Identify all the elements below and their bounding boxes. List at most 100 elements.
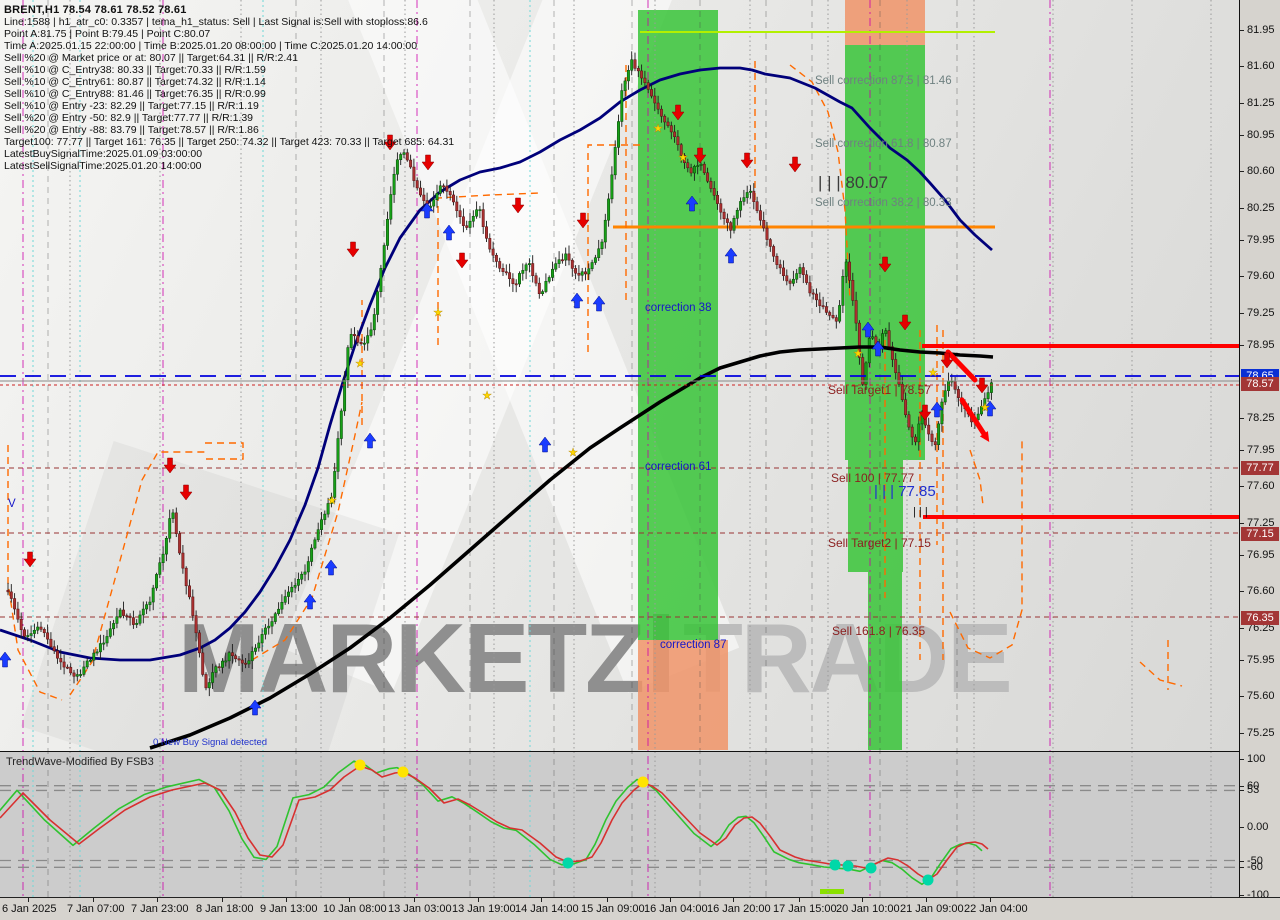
time-tick-label: 20 Jan 10:00 <box>836 903 900 915</box>
price-axis[interactable]: 81.95 81.60 81.25 80.95 80.60 80.25 79.95 79.60… <box>1240 0 1280 901</box>
signal-band-green <box>868 572 902 750</box>
time-tick-label: 17 Jan 15:00 <box>773 903 837 915</box>
buy-signal-arrow-icon <box>930 401 944 418</box>
candle-body <box>712 188 716 196</box>
candle-body <box>313 539 317 549</box>
candle-body <box>138 614 142 624</box>
candle-body <box>904 399 908 416</box>
candle-body <box>435 193 439 200</box>
candle-body <box>290 586 294 593</box>
watermark-logo: MARKETZ TRADE <box>178 608 1098 718</box>
candle-body <box>32 629 36 634</box>
candle-body <box>811 292 815 295</box>
price-tick-label: 80.60 <box>1247 165 1275 178</box>
candle-body <box>155 574 158 589</box>
signal-band-green <box>638 10 718 640</box>
trailing-stop-line <box>949 438 1023 659</box>
candle-body <box>864 362 868 385</box>
candle-body <box>392 173 396 195</box>
candle-body <box>320 519 323 530</box>
time-tick <box>157 898 158 902</box>
candle-body <box>442 185 446 188</box>
price-tick-label: 75.95 <box>1247 653 1275 666</box>
trailing-stop-line <box>969 449 984 506</box>
info-line: BRENT,H1 78.54 78.61 78.52 78.61 <box>4 4 187 16</box>
oscillator-tick-label: 0.00 <box>1247 820 1269 833</box>
price-tick-label: 76.25 <box>1247 622 1275 634</box>
trailing-stop-line <box>7 445 63 701</box>
candle-body <box>937 423 941 445</box>
time-axis[interactable]: 6 Jan 2025 7 Jan 07:00 7 Jan 23:00 8 Jan 18… <box>0 897 1280 920</box>
candle-body <box>72 672 76 677</box>
candle-body <box>560 259 564 262</box>
candle-body <box>692 166 696 174</box>
candle-body <box>785 275 789 282</box>
price-chart-canvas[interactable]: ★ ★ ★ ★ ★ ★ ★ ★ ★ ★ Sell correction 87.5 | 81.46 Se… <box>0 0 1240 897</box>
price-tick-label: 79.95 <box>1247 233 1275 246</box>
time-tick <box>670 898 671 902</box>
oscillator-tick-label: 60 <box>1247 779 1260 792</box>
trailing-stop-line <box>69 451 205 696</box>
candle-body <box>676 136 680 145</box>
candle-body <box>204 674 208 689</box>
info-line: Sell %10 @ Entry -23: 82.29 || Target:77… <box>4 100 259 112</box>
candle-body <box>828 312 832 316</box>
candle-body <box>194 615 198 634</box>
buy-signal-arrow-icon <box>685 195 699 212</box>
sell-signal-arrow-icon <box>740 152 754 169</box>
candle-body <box>940 401 944 425</box>
oscillator-tick <box>1240 867 1244 869</box>
candle-body <box>244 662 248 665</box>
slow-ma-line <box>149 345 994 750</box>
candle-body <box>234 655 238 660</box>
candle-body <box>191 596 195 616</box>
candle-body <box>742 197 746 202</box>
star-signal-icon: ★ <box>568 446 578 459</box>
candle-body <box>178 533 182 554</box>
candle-body <box>603 219 607 243</box>
candle-body <box>353 334 356 337</box>
candle-body <box>706 172 710 182</box>
price-tick <box>1240 103 1244 104</box>
candle-body <box>13 598 17 610</box>
candle-body <box>610 174 614 200</box>
candle-body <box>333 471 337 498</box>
candle-body <box>659 108 663 117</box>
candle-body <box>151 587 155 603</box>
chart-area[interactable]: MARKETZ TRADE ★ ★ ★ ★ ★ ★ ★ ★ ★ ★ Sell correction 8… <box>0 0 1240 897</box>
candle-body <box>168 518 172 539</box>
candle-body <box>481 209 485 227</box>
price-tick-label: 76.60 <box>1247 585 1275 598</box>
candle-body <box>287 591 290 597</box>
candle-body <box>650 89 653 97</box>
price-tick <box>1240 696 1244 698</box>
price-marker-box: 77.15 <box>1241 526 1279 541</box>
candle-body <box>135 622 139 625</box>
buy-signal-arrow-icon <box>442 224 456 241</box>
candle-body <box>600 241 604 250</box>
price-tick-label: 81.25 <box>1247 97 1275 109</box>
time-tick-label: 7 Jan 07:00 <box>67 903 125 915</box>
chart-annotation: | | | <box>913 506 928 518</box>
candle-body <box>112 623 116 630</box>
signal-band-lime-tick <box>820 889 844 894</box>
star-signal-icon: ★ <box>327 494 337 507</box>
candle-body <box>983 398 987 407</box>
info-line: Point A:81.75 | Point B:79.45 | Point C:… <box>4 28 211 40</box>
sell-signal-arrow-icon <box>940 352 954 369</box>
chart-annotation: correction 87 <box>660 639 726 651</box>
price-tick-label: 77.25 <box>1247 517 1275 529</box>
candle-body <box>62 661 66 668</box>
candle-body <box>504 271 508 274</box>
chart-annotation: correction 38 <box>645 302 711 314</box>
candle-body <box>580 271 584 276</box>
buy-signal-arrow-icon <box>570 292 584 309</box>
candle-body <box>326 503 330 515</box>
star-signal-icon: ★ <box>928 366 938 379</box>
chart-annotation: | | | 77.85 <box>874 483 936 500</box>
candle-body <box>933 441 937 445</box>
candle-body <box>405 152 409 161</box>
candle-body <box>359 342 363 345</box>
candle-body <box>455 201 459 211</box>
candle-body <box>587 268 591 275</box>
